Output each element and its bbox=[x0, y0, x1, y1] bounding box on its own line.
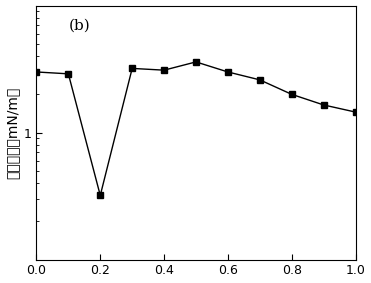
Text: (b): (b) bbox=[68, 18, 90, 32]
Y-axis label: 界面张力（mN/m）: 界面张力（mN/m） bbox=[6, 86, 20, 179]
